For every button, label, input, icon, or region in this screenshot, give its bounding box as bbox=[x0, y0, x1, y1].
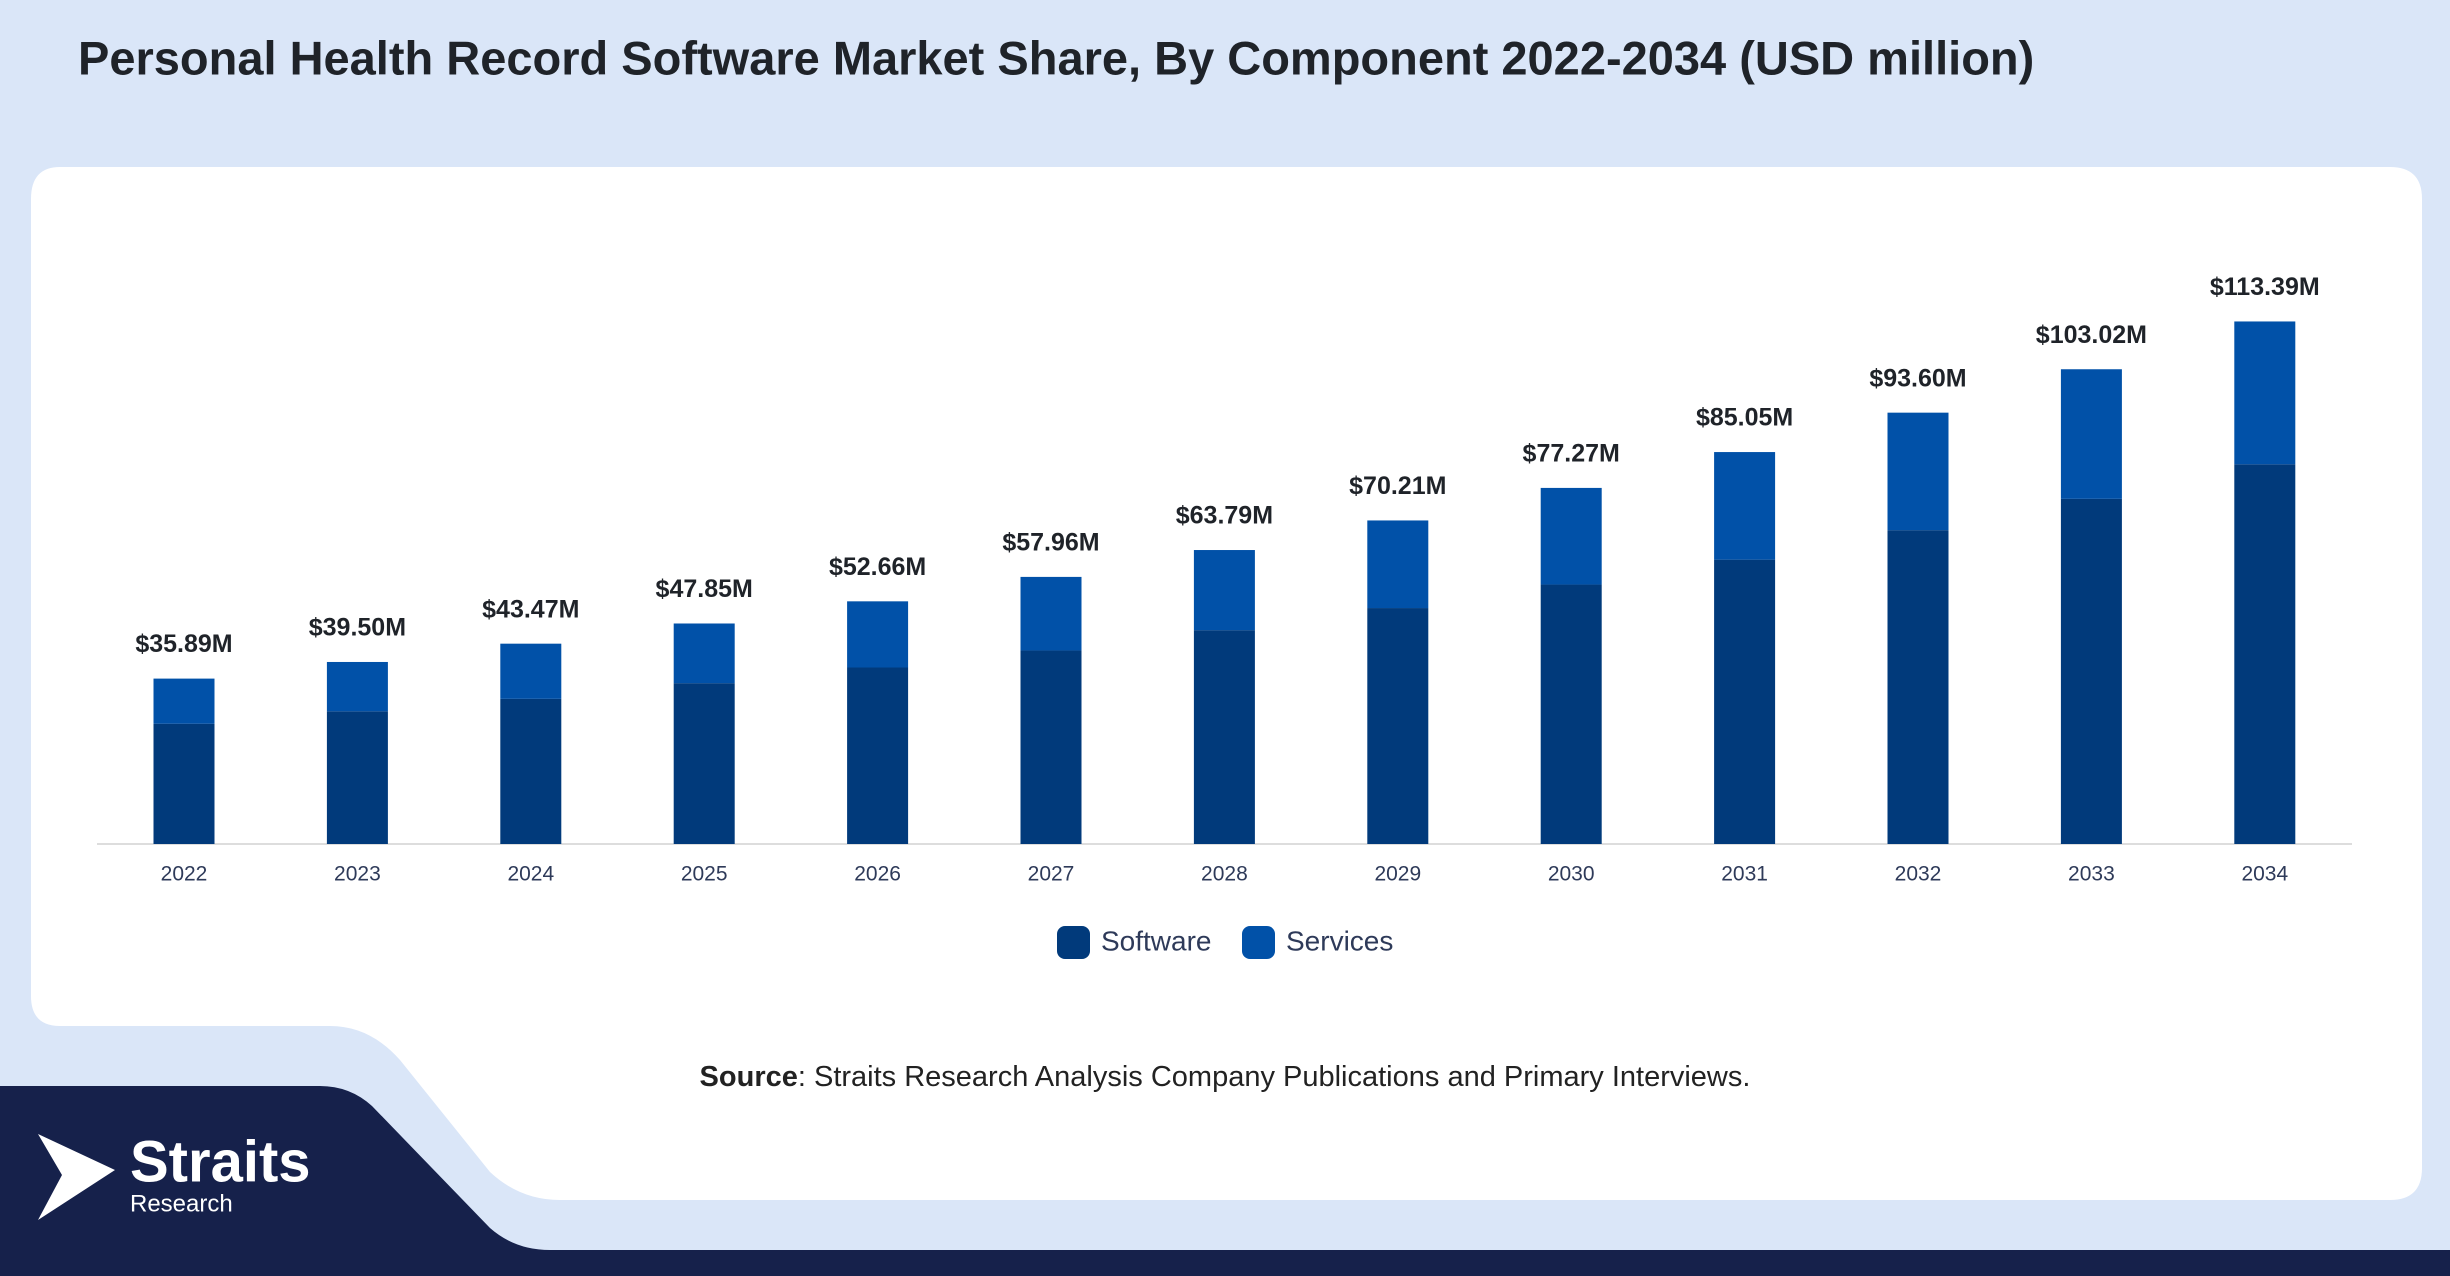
bar-segment bbox=[1887, 412, 1949, 531]
x-tick-label: 2033 bbox=[2068, 863, 2115, 886]
bar-segment bbox=[2234, 321, 2296, 465]
x-tick-label: 2032 bbox=[1895, 863, 1942, 886]
bar-segment bbox=[1020, 576, 1082, 651]
chart-title: Personal Health Record Software Market S… bbox=[78, 31, 2034, 84]
x-tick-label: 2022 bbox=[161, 863, 208, 886]
total-label: $85.05M bbox=[1696, 404, 1793, 432]
source-label: Source bbox=[700, 1061, 798, 1093]
x-tick-label: 2023 bbox=[334, 863, 381, 886]
total-label: $57.96M bbox=[1002, 529, 1099, 557]
bar-segment bbox=[1714, 559, 1776, 844]
bar-segment bbox=[1540, 584, 1602, 844]
total-label: $113.39M bbox=[2210, 273, 2320, 301]
logo-name: Straits bbox=[130, 1129, 311, 1194]
total-label: $70.21M bbox=[1349, 472, 1446, 500]
logo-sub: Research bbox=[130, 1190, 233, 1217]
bar-segment bbox=[2060, 369, 2122, 499]
bar-segment bbox=[1887, 530, 1949, 844]
total-label: $43.47M bbox=[482, 595, 579, 623]
bar-segment bbox=[1367, 520, 1429, 609]
x-tick-label: 2030 bbox=[1548, 863, 1595, 886]
bar-segment bbox=[500, 698, 562, 844]
bar-segment bbox=[500, 643, 562, 699]
x-tick-label: 2029 bbox=[1374, 863, 1421, 886]
x-tick-label: 2027 bbox=[1028, 863, 1075, 886]
bar-segment bbox=[1193, 550, 1255, 631]
total-label: $63.79M bbox=[1176, 502, 1273, 530]
total-label: $39.50M bbox=[309, 614, 406, 642]
bar-segment bbox=[673, 683, 735, 844]
x-tick-label: 2031 bbox=[1721, 863, 1768, 886]
x-tick-label: 2026 bbox=[854, 863, 901, 886]
bar-segment bbox=[326, 661, 388, 712]
source: Source: Straits Research Analysis Compan… bbox=[700, 1061, 1751, 1093]
total-label: $35.89M bbox=[135, 630, 232, 658]
bar-segment bbox=[1020, 650, 1082, 844]
bar-segment bbox=[1193, 630, 1255, 844]
total-label: $93.60M bbox=[1869, 364, 1966, 392]
bar-segment bbox=[847, 601, 909, 668]
total-label: $47.85M bbox=[656, 575, 753, 603]
x-tick-label: 2025 bbox=[681, 863, 728, 886]
legend-label: Services bbox=[1286, 925, 1393, 956]
x-tick-label: 2024 bbox=[507, 863, 554, 886]
bar-segment bbox=[2060, 498, 2122, 844]
bar-segment bbox=[153, 678, 215, 724]
total-label: $52.66M bbox=[829, 553, 926, 581]
bar-segment bbox=[1714, 452, 1776, 560]
legend-swatch bbox=[1057, 926, 1090, 959]
total-label: $77.27M bbox=[1523, 440, 1620, 468]
legend-label: Software bbox=[1101, 925, 1212, 956]
bar-segment bbox=[673, 623, 735, 684]
source-text: : Straits Research Analysis Company Publ… bbox=[798, 1061, 1751, 1093]
total-label: $103.02M bbox=[2036, 321, 2147, 349]
bar-segment bbox=[1367, 608, 1429, 844]
logo-icon bbox=[38, 1134, 115, 1220]
bar-segment bbox=[326, 711, 388, 844]
bar-segment bbox=[2234, 464, 2296, 844]
bar-segment bbox=[1540, 487, 1602, 585]
bar-segment bbox=[847, 667, 909, 844]
footer bbox=[0, 1086, 2450, 1276]
legend-swatch bbox=[1242, 926, 1275, 959]
x-tick-label: 2028 bbox=[1201, 863, 1248, 886]
x-tick-label: 2034 bbox=[2241, 863, 2288, 886]
bar-segment bbox=[153, 723, 215, 844]
